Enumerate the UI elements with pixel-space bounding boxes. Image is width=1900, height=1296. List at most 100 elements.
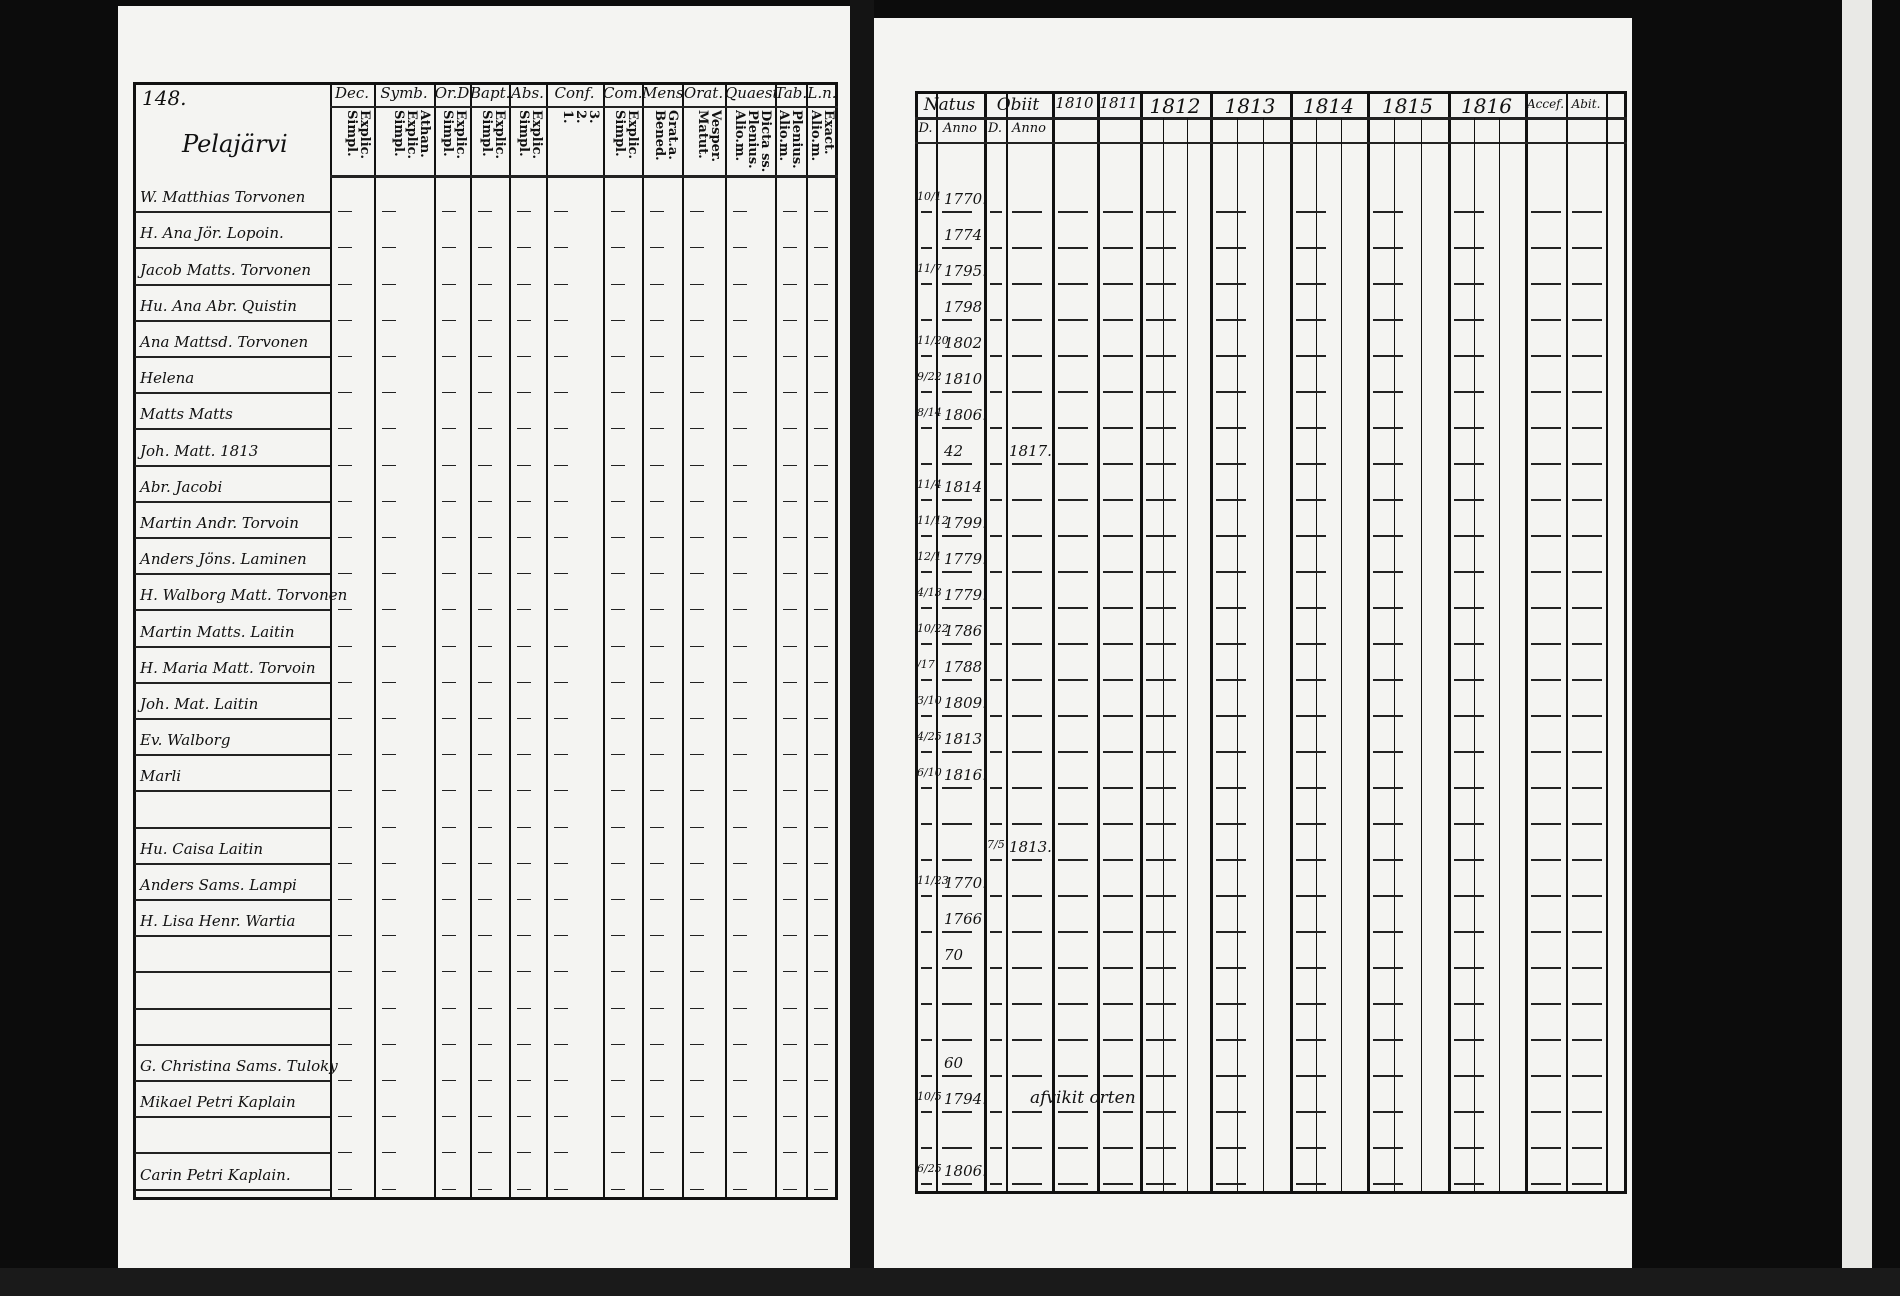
row-tick	[1103, 427, 1133, 429]
row-tick	[783, 1152, 797, 1154]
row-tick	[733, 356, 747, 357]
row-tick	[554, 247, 568, 249]
row-tick	[338, 899, 352, 900]
row-tick	[382, 645, 396, 647]
row-tick	[733, 1043, 747, 1045]
row-tick	[338, 935, 352, 937]
row-tick	[942, 319, 972, 321]
register-note: afvikit orten	[1030, 1088, 1136, 1108]
row-tick	[1216, 355, 1246, 357]
row-tick	[921, 967, 932, 969]
row-tick	[1216, 211, 1246, 213]
row-tick	[517, 211, 531, 213]
register-name: Martin Matts. Laitin	[140, 622, 295, 641]
row-tick	[478, 971, 492, 973]
row-tick	[1373, 499, 1403, 501]
row-tick	[650, 862, 664, 864]
row-tick	[1146, 967, 1176, 969]
row-tick	[990, 211, 1002, 213]
row-tick	[478, 681, 492, 683]
row-tick	[1058, 643, 1088, 645]
right-page	[872, 18, 1632, 1276]
column-header: Abs.	[511, 84, 544, 102]
column-divider	[1097, 91, 1100, 1194]
column-subheader: Exact. Alio.m.	[809, 110, 835, 162]
row-tick	[1531, 1111, 1561, 1113]
row-tick	[1373, 283, 1403, 285]
row-line	[135, 464, 330, 467]
row-tick	[1531, 499, 1561, 501]
year-header: 1814	[1303, 94, 1354, 118]
row-tick	[338, 283, 352, 285]
row-tick	[733, 247, 747, 249]
row-tick	[942, 715, 972, 717]
row-tick	[442, 718, 456, 719]
row-tick	[690, 1080, 704, 1081]
birth-day: 12/1	[917, 550, 942, 563]
row-tick	[990, 391, 1002, 393]
row-tick	[1216, 535, 1246, 537]
row-tick	[611, 1116, 625, 1118]
row-tick	[1146, 1003, 1176, 1005]
row-tick	[1058, 427, 1088, 429]
row-tick	[478, 826, 492, 828]
row-tick	[1454, 571, 1484, 573]
column-header: Tab.	[775, 84, 806, 102]
row-tick	[611, 681, 625, 683]
row-tick	[1058, 1039, 1088, 1041]
row-tick	[1012, 607, 1042, 609]
row-tick	[1296, 1147, 1326, 1149]
row-tick	[442, 1116, 456, 1118]
row-tick	[1296, 499, 1326, 501]
row-tick	[1373, 427, 1403, 429]
column-header: Dec.	[334, 84, 370, 102]
row-tick	[1454, 1111, 1484, 1113]
row-tick	[554, 1116, 568, 1118]
row-tick	[1454, 895, 1484, 897]
row-tick	[478, 1080, 492, 1081]
row-tick	[338, 319, 352, 321]
row-line	[135, 392, 330, 395]
row-tick	[1103, 787, 1133, 789]
row-tick	[1572, 1111, 1602, 1113]
row-tick	[442, 428, 456, 430]
row-tick	[783, 464, 797, 466]
row-tick	[783, 1116, 797, 1118]
row-tick	[1216, 1039, 1246, 1041]
row-tick	[1012, 1075, 1042, 1077]
row-tick	[1454, 607, 1484, 609]
row-tick	[1146, 319, 1176, 321]
row-tick	[1146, 1111, 1176, 1113]
row-tick	[783, 826, 797, 828]
row-tick	[690, 718, 704, 719]
row-tick	[1216, 1183, 1246, 1185]
row-tick	[1373, 679, 1403, 681]
column-divider	[1367, 91, 1370, 1194]
row-tick	[1572, 643, 1602, 645]
row-tick	[1146, 571, 1176, 573]
register-name: Martin Andr. Torvoin	[140, 514, 299, 532]
row-tick	[814, 681, 828, 683]
row-tick	[990, 895, 1002, 897]
row-tick	[733, 392, 747, 394]
row-tick	[942, 859, 972, 861]
row-line	[135, 247, 330, 250]
row-tick	[611, 826, 625, 828]
row-tick	[990, 1111, 1002, 1113]
scan-bottom-edge	[0, 1268, 1900, 1296]
row-line	[135, 609, 330, 612]
row-tick	[517, 356, 531, 357]
row-tick	[1012, 247, 1042, 249]
row-tick	[1012, 391, 1042, 393]
row-tick	[382, 537, 396, 538]
row-tick	[1146, 787, 1176, 789]
register-name: Helena	[140, 369, 195, 388]
row-tick	[814, 319, 828, 321]
row-tick	[1146, 463, 1176, 465]
row-tick	[650, 1116, 664, 1118]
row-tick	[733, 211, 747, 213]
row-tick	[650, 609, 664, 611]
row-tick	[554, 356, 568, 357]
row-tick	[814, 645, 828, 647]
row-tick	[1454, 1147, 1484, 1149]
